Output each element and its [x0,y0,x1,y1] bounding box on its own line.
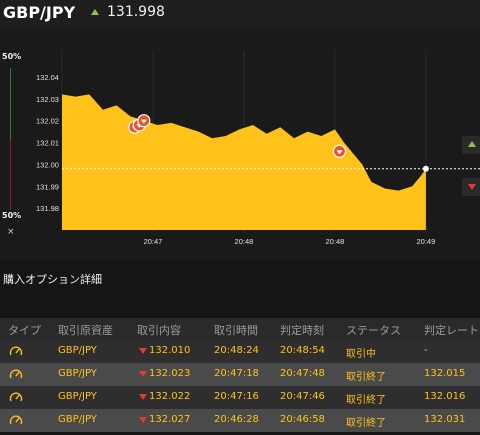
y-tick-label: 132.02 [36,117,59,126]
close-icon[interactable]: × [7,227,15,237]
current-price-dot [422,165,429,172]
cell-status: 取引終了 [346,418,386,429]
cell-status: 取引終了 [346,372,386,383]
col-time: 取引時間 [214,324,258,337]
x-tick-label: 20:48 [326,237,345,246]
cell-status: 取引中 [346,349,376,360]
col-status: ステータス [346,324,401,337]
cell-asset: GBP/JPY [58,368,97,379]
table-row[interactable]: GBP/JPY 132.010 20:48:24 20:48:54 取引中 - [0,340,480,363]
col-rate: 判定レート [424,324,479,337]
cell-content: 132.023 [149,368,191,379]
cell-rate: - [424,345,428,356]
price-chart: 132.04 132.03 132.02 132.01 132.00 131.99 131.… [36,50,480,246]
y-tick-label: 132.03 [36,95,59,104]
col-type: タイプ [8,324,41,337]
cell-time: 20:46:28 [214,414,259,425]
cell-asset: GBP/JPY [58,391,97,402]
arrow-down-icon [139,371,147,377]
current-price: 131.998 [107,4,165,20]
meter-down-bar [10,140,11,210]
trade-marker [332,144,347,158]
y-tick-label: 132.00 [36,160,59,169]
arrow-down-icon [139,417,147,423]
cell-time: 20:47:18 [214,368,259,379]
x-tick-label: 20:47 [144,237,163,246]
gauge-icon [9,392,23,402]
price-area [62,94,426,231]
meter-bottom-percent: 50% [2,211,22,220]
currency-pair: GBP/JPY [3,3,76,22]
meter-top-percent: 50% [2,52,22,61]
chart-panel: 132.04 132.03 132.02 132.01 132.00 131.99 131.… [0,28,480,260]
arrow-down-icon [139,394,147,400]
put-arrow-icon [468,184,476,190]
cell-content: 132.022 [149,391,191,402]
call-arrow-icon [468,141,476,147]
put-button[interactable] [462,178,480,196]
section-title: 購入オプション詳細 [3,273,102,286]
cell-rate: 132.015 [424,368,466,379]
gauge-icon [9,346,23,356]
top-bar: GBP/JPY 131.998 [0,0,480,28]
arrow-up-icon [91,9,99,15]
cell-content: 132.027 [149,414,191,425]
cell-asset: GBP/JPY [58,345,97,356]
call-button[interactable] [462,136,480,154]
trade-marker [137,114,151,128]
cell-rate: 132.031 [424,414,466,425]
x-tick-label: 20:49 [416,237,435,246]
table-row[interactable]: GBP/JPY 132.027 20:46:28 20:46:58 取引終了 132.03… [0,409,480,432]
cell-status: 取引終了 [346,395,386,406]
cell-time: 20:47:16 [214,391,259,402]
gauge-icon [9,415,23,425]
table-header: タイプ 取引原資産 取引内容 取引時間 判定時刻 ステータス 判定レート [0,318,480,340]
cell-rate: 132.016 [424,391,466,402]
cell-time: 20:48:24 [214,345,259,356]
y-tick-label: 131.99 [36,182,59,191]
y-tick-label: 131.98 [36,204,59,213]
cell-asset: GBP/JPY [58,414,97,425]
cell-content: 132.010 [149,345,191,356]
sentiment-meter: 50% 50% [0,50,22,240]
cell-judge: 20:46:58 [280,414,325,425]
arrow-down-icon [139,348,147,354]
col-content: 取引内容 [137,324,181,337]
cell-judge: 20:47:46 [280,391,325,402]
x-tick-label: 20:48 [235,237,254,246]
table-row[interactable]: GBP/JPY 132.022 20:47:16 20:47:46 取引終了 132.01… [0,386,480,409]
col-asset: 取引原資産 [58,324,113,337]
y-tick-label: 132.01 [36,139,59,148]
gauge-icon [9,369,23,379]
cell-judge: 20:47:48 [280,368,325,379]
table-row[interactable]: GBP/JPY 132.023 20:47:18 20:47:48 取引終了 132.01… [0,363,480,386]
options-table: タイプ 取引原資産 取引内容 取引時間 判定時刻 ステータス 判定レート GBP… [0,318,480,432]
meter-up-bar [10,68,11,140]
cell-judge: 20:48:54 [280,345,325,356]
col-judge-time: 判定時刻 [280,324,324,337]
y-tick-label: 132.04 [36,73,59,82]
